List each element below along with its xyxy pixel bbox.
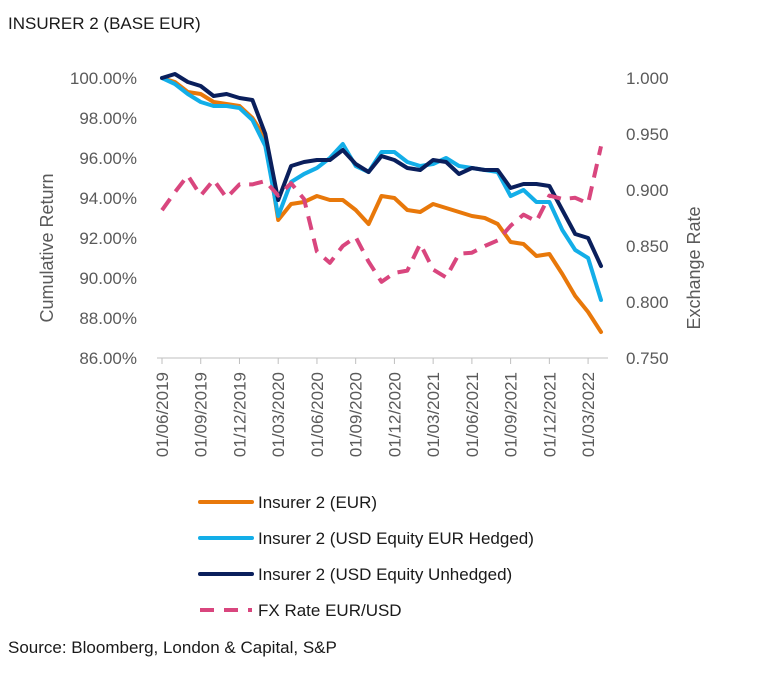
y2-tick-label: 1.000	[626, 69, 669, 88]
y-axis-left: 100.00% 98.00% 96.00% 94.00% 92.00% 90.00% 88.…	[37, 69, 137, 368]
y2-tick-label: 0.950	[626, 125, 669, 144]
legend: Insurer 2 (EUR) Insurer 2 (USD Equity EUR…	[198, 493, 534, 620]
legend-label: FX Rate EUR/USD	[258, 601, 402, 620]
source-note: Source: Bloomberg, London & Capital, S&P	[8, 638, 337, 657]
legend-label: Insurer 2 (EUR)	[258, 493, 377, 512]
x-axis: 01/06/2019 01/09/2019 01/12/2019 01/03/2020…	[153, 357, 608, 457]
x-tick-label: 01/12/2020	[385, 372, 404, 457]
y-axis-title: Cumulative Return	[37, 173, 57, 322]
y2-tick-label: 0.800	[626, 293, 669, 312]
y-tick-label: 92.00%	[79, 229, 137, 248]
series-line-insurer-2-eur	[160, 76, 603, 334]
y-tick-label: 90.00%	[79, 269, 137, 288]
y2-tick-label: 0.900	[626, 181, 669, 200]
y-tick-label: 88.00%	[79, 309, 137, 328]
y2-axis-title: Exchange Rate	[684, 206, 704, 329]
chart-title: INSURER 2 (BASE EUR)	[8, 14, 201, 33]
x-tick-label: 01/06/2020	[308, 372, 327, 457]
legend-label: Insurer 2 (USD Equity EUR Hedged)	[258, 529, 534, 548]
x-tick-label: 01/09/2021	[502, 372, 521, 457]
x-tick-label: 01/03/2021	[424, 372, 443, 457]
x-tick-label: 01/06/2021	[463, 372, 482, 457]
x-tick-label: 01/12/2019	[230, 372, 249, 457]
series-line-insurer-2-usd-equity-eur-hedged	[160, 76, 603, 302]
y-tick-label: 86.00%	[79, 349, 137, 368]
y-tick-label: 94.00%	[79, 189, 137, 208]
x-tick-label: 01/09/2019	[192, 372, 211, 457]
x-tick-label: 01/03/2022	[579, 372, 598, 457]
x-tick-label: 01/09/2020	[347, 372, 366, 457]
y2-tick-label: 0.850	[626, 237, 669, 256]
y-tick-label: 100.00%	[70, 69, 137, 88]
y-axis-right: 1.000 0.950 0.900 0.850 0.800 0.750 Exchange R…	[626, 69, 704, 368]
y-tick-label: 96.00%	[79, 149, 137, 168]
y-tick-label: 98.00%	[79, 109, 137, 128]
plot-lines	[160, 72, 603, 334]
series-line-fx-rate-eur-usd	[160, 145, 603, 284]
series-line-insurer-2-usd-equity-unhedged	[160, 72, 603, 268]
legend-label: Insurer 2 (USD Equity Unhedged)	[258, 565, 512, 584]
x-tick-label: 01/12/2021	[540, 372, 559, 457]
x-tick-label: 01/03/2020	[269, 372, 288, 457]
y2-tick-label: 0.750	[626, 349, 669, 368]
x-tick-label: 01/06/2019	[153, 372, 172, 457]
